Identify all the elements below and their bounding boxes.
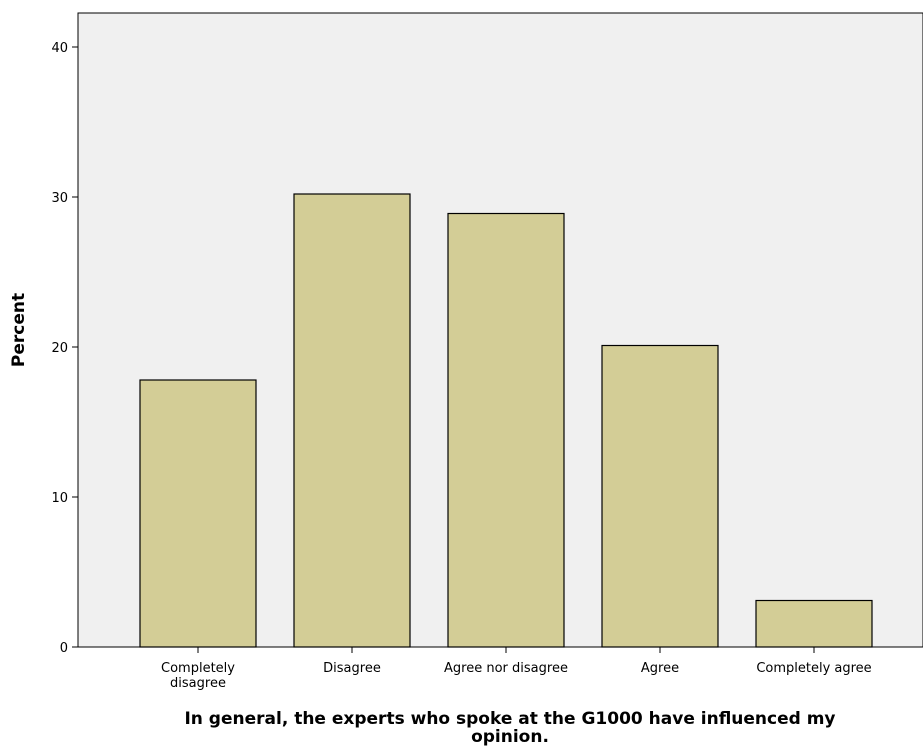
bar: [755, 599, 873, 648]
bar: [447, 212, 565, 648]
x-axis: Completely disagree Disagree Agree nor disa…: [161, 647, 872, 691]
x-tick-label: Completely agree: [756, 661, 871, 676]
y-tick-label: 10: [51, 491, 68, 506]
y-axis: 0 10 20 30 40: [51, 41, 78, 656]
y-tick-label: 40: [51, 41, 68, 56]
bar: [601, 344, 719, 648]
x-tick-label: Disagree: [323, 661, 381, 676]
bar: [293, 193, 411, 648]
x-tick-label: Agree: [641, 661, 679, 676]
y-tick-label: 0: [60, 641, 68, 656]
y-tick-label: 30: [51, 191, 68, 206]
x-axis-title: In general, the experts who spoke at the…: [184, 709, 835, 747]
bars-group: [139, 193, 873, 648]
y-axis-title: Percent: [9, 293, 29, 367]
x-tick-label: Agree nor disagree: [444, 661, 568, 676]
x-tick-label: Completely disagree: [161, 661, 235, 691]
y-tick-label: 20: [51, 341, 68, 356]
bar: [139, 379, 257, 648]
